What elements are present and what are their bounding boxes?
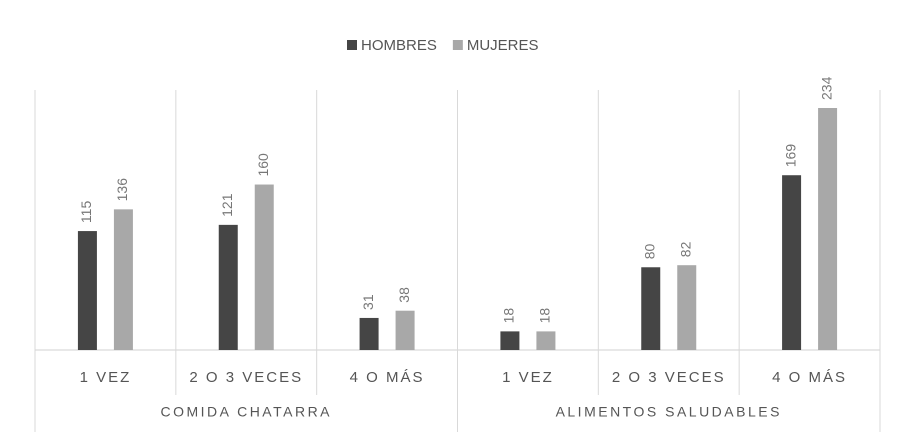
value-label: 121 (219, 193, 235, 217)
value-label: 80 (641, 243, 657, 259)
x-tick-label: 1 VEZ (80, 369, 132, 386)
bar (113, 209, 133, 350)
bar (677, 265, 697, 350)
x-tick-label: 2 O 3 VECES (612, 369, 726, 386)
legend-label: HOMBRES (361, 37, 437, 54)
legend-label: MUJERES (467, 37, 539, 54)
legend-swatch (347, 40, 357, 50)
bar (782, 175, 802, 350)
bar (359, 317, 379, 350)
x-tick-label: 2 O 3 VECES (189, 369, 303, 386)
x-tick-label: 4 O MÁS (772, 369, 847, 386)
x-tick-label: 1 VEZ (502, 369, 554, 386)
x-tick-label: 4 O MÁS (350, 369, 425, 386)
bar (641, 267, 661, 350)
value-label: 169 (782, 144, 798, 168)
bar (77, 231, 97, 350)
value-label: 115 (78, 201, 94, 224)
value-label: 18 (537, 308, 553, 324)
value-label: 82 (677, 241, 693, 257)
bar (818, 108, 838, 350)
bar (500, 331, 520, 350)
value-label: 38 (396, 287, 412, 303)
value-label: 234 (818, 76, 834, 100)
value-label: 136 (114, 178, 130, 202)
group-label: ALIMENTOS SALUDABLES (556, 404, 782, 420)
bar (536, 331, 556, 350)
value-label: 18 (501, 308, 517, 324)
value-label: 31 (360, 294, 376, 310)
bar (395, 310, 415, 350)
group-label: COMIDA CHATARRA (160, 404, 332, 420)
bar (254, 184, 274, 350)
bar (218, 224, 238, 350)
value-label: 160 (255, 153, 271, 177)
legend-swatch (452, 40, 463, 50)
